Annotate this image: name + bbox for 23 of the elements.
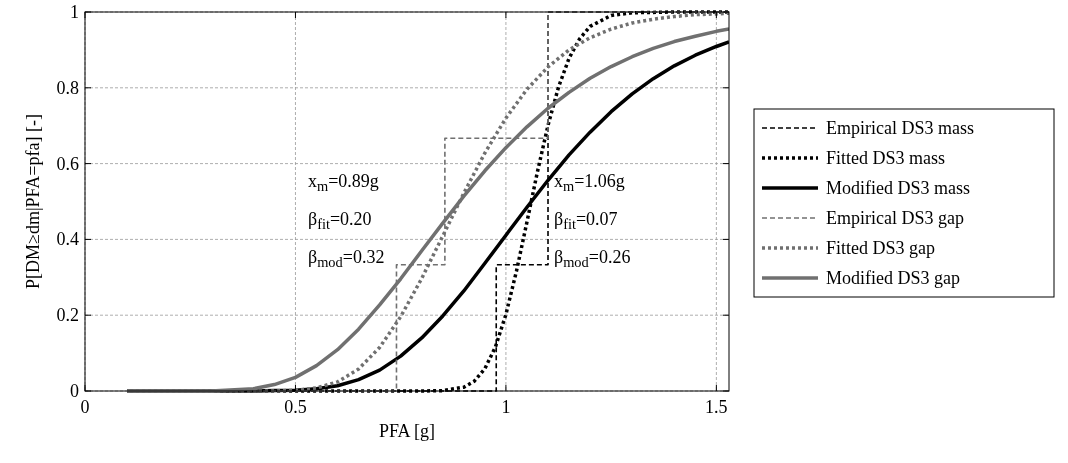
legend-label: Fitted DS3 gap [826, 238, 936, 258]
annotation: β$_{mod}$=0.26 [554, 247, 631, 271]
y-tick-label: 0.2 [56, 305, 79, 326]
y-tick-label: 0.8 [56, 77, 79, 98]
x-tick-label: 0.5 [284, 397, 307, 417]
y-tick-label: 0 [70, 381, 79, 401]
y-tick-label: 1 [70, 2, 79, 22]
x-axis-title: PFA [g] [378, 421, 436, 441]
x-tick-label: 1.5 [705, 397, 728, 417]
annotation: x$_{m}$=0.89g [308, 171, 379, 195]
y-tick-label: 0.6 [56, 153, 79, 174]
legend-label: Fitted DS3 mass [826, 148, 946, 168]
legend-label: Empirical DS3 mass [826, 118, 974, 138]
legend-label: Modified DS3 gap [826, 268, 960, 288]
x-tick-label: 1 [501, 397, 511, 417]
annotation: x$_{m}$=1.06g [554, 171, 625, 195]
legend-label: Empirical DS3 gap [826, 208, 964, 228]
legend-label: Modified DS3 mass [826, 178, 970, 198]
annotation: β$_{mod}$=0.32 [308, 247, 385, 271]
y-tick-label: 0.4 [56, 229, 79, 250]
y-axis-title: P[DM≥dm|PFA=pfa] [-] [23, 114, 43, 289]
annotation: β$_{fit}$=0.20 [308, 209, 372, 233]
annotation: β$_{fit}$=0.07 [554, 209, 618, 233]
